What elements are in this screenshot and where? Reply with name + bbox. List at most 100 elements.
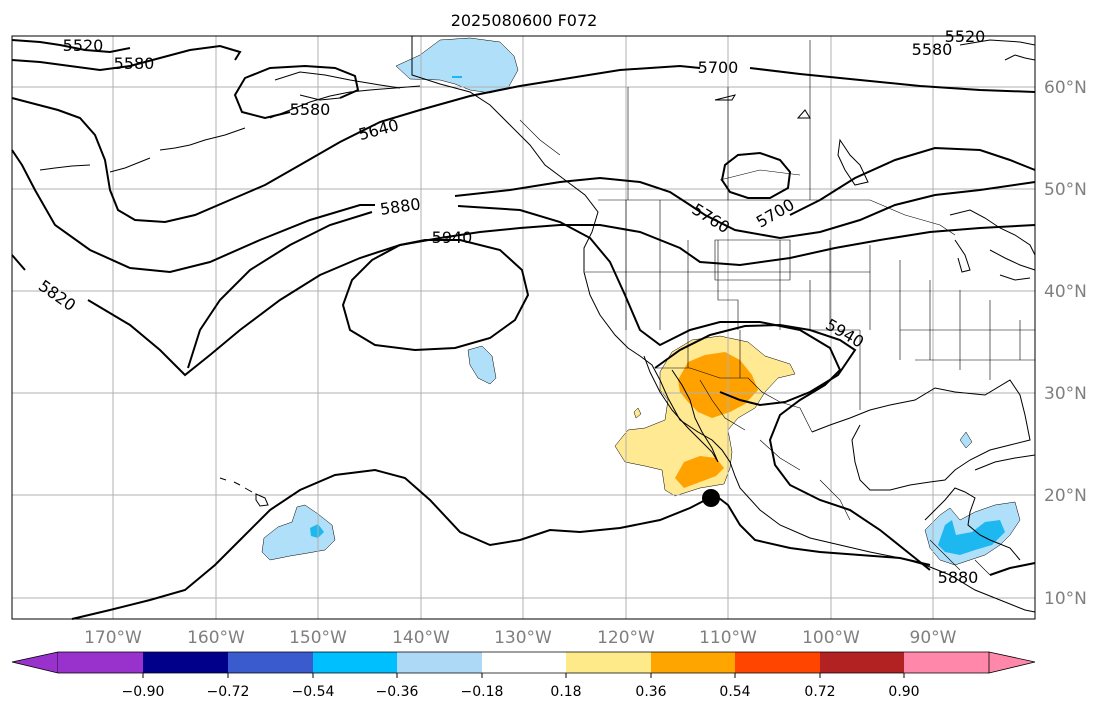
anomaly-shading — [261, 37, 1021, 566]
colorbar-segment — [143, 652, 228, 673]
map-frame — [11, 35, 1036, 620]
colorbar-tick-label: 0.18 — [550, 684, 581, 700]
contour-5880-south — [71, 468, 931, 620]
mexico-states — [699, 379, 851, 521]
colorbar-tick-label: −0.36 — [376, 684, 419, 700]
colorbar-tick-label: 0.54 — [719, 684, 750, 700]
contour-5580-west — [11, 44, 242, 72]
latitude-label: 40°N — [1044, 282, 1087, 302]
alaska-canada-border — [411, 36, 561, 156]
longitude-label: 170°W — [84, 628, 142, 648]
contour-5520-west — [11, 39, 131, 54]
aleutian-islands — [39, 85, 421, 173]
contour-5880-east — [989, 562, 1036, 576]
longitude-label: 110°W — [699, 628, 757, 648]
political-borders — [411, 36, 1035, 576]
longitude-label: 120°W — [597, 628, 655, 648]
longitude-label: 140°W — [392, 628, 450, 648]
contour-5700-canada — [720, 151, 792, 199]
colorbar-segment — [397, 652, 482, 673]
colorbar-segment — [651, 652, 735, 673]
contour-5700-upper — [789, 146, 1036, 216]
longitude-label: 160°W — [187, 628, 245, 648]
colorbar-segment — [58, 652, 143, 673]
us-mexico-border — [655, 367, 813, 433]
contour-label: 5700 — [698, 58, 739, 77]
canada-provinces — [627, 40, 811, 200]
latitude-label: 10°N — [1044, 589, 1087, 609]
latitude-label: 60°N — [1044, 78, 1087, 98]
positive-anomaly-baja-core — [675, 456, 724, 488]
colorbar-segment — [988, 651, 1036, 674]
colorbar-tick-label: 0.90 — [888, 684, 919, 700]
yucatan-coastline — [924, 487, 1021, 561]
longitude-label: 150°W — [289, 628, 347, 648]
map-panel: 5520 5580 5580 5640 5700 5760 5700 5820 … — [11, 27, 1036, 620]
colorbar-segment — [11, 651, 59, 674]
contour-5760 — [11, 149, 1036, 274]
negative-anomaly-hawaii — [261, 504, 336, 561]
contour-5820 — [11, 224, 1036, 377]
positive-anomaly-small — [633, 407, 642, 419]
alaska-peninsula — [274, 71, 401, 101]
colorbar-tick-label: 0.72 — [804, 684, 835, 700]
colorbar-segment — [313, 652, 397, 673]
central-america-borders — [929, 539, 991, 576]
colorbar-tick-label: −0.90 — [122, 684, 165, 700]
cuba-coastline — [974, 454, 1036, 471]
arctic-islands — [714, 39, 1036, 119]
colorbar-segment — [482, 652, 566, 673]
contour-5940-high — [341, 239, 530, 352]
map-gridlines — [12, 36, 1035, 619]
negative-anomaly-hawaii-core — [310, 524, 324, 538]
map-title: 2025080600 F072 — [451, 11, 598, 30]
longitude-label: 130°W — [494, 628, 552, 648]
colorbar: −0.90 −0.72 −0.54 −0.36 −0.18 0.18 0.36 … — [11, 651, 1036, 700]
great-lakes — [949, 209, 1036, 281]
colorbar-tick-label: 0.36 — [635, 684, 666, 700]
storm-center-dot — [702, 489, 720, 507]
colorbar-tick-label: −0.72 — [207, 684, 250, 700]
negative-anomaly-central-america-core — [938, 520, 1005, 555]
north-america-coastline — [411, 36, 1036, 613]
negative-anomaly-gulf — [959, 431, 973, 449]
longitude-labels: 170°W 160°W 150°W 140°W 130°W 120°W 110°… — [84, 628, 957, 648]
contour-label: 5580 — [912, 40, 953, 59]
colorbar-segment — [820, 652, 904, 673]
us-canada-border — [598, 199, 956, 236]
latitude-label: 50°N — [1044, 180, 1087, 200]
colorbar-segment — [228, 652, 313, 673]
longitude-label: 100°W — [802, 628, 860, 648]
contour-label: 5940 — [432, 228, 473, 247]
contour-5880-pacific — [187, 205, 931, 571]
negative-anomaly-pacific — [467, 345, 497, 385]
colorbar-segment — [904, 652, 989, 673]
contour-5580-alaska — [233, 64, 360, 120]
height-contours — [11, 39, 1036, 620]
colorbar-outline — [58, 651, 989, 674]
contour-label: 5520 — [63, 36, 104, 55]
colorbar-tick-label: −0.54 — [292, 684, 335, 700]
colorbar-tick-label: −0.18 — [461, 684, 504, 700]
latitude-labels: 10°N 20°N 30°N 40°N 50°N 60°N — [1044, 78, 1087, 609]
contour-label: 5580 — [114, 54, 155, 73]
hudson-bay-coastline — [837, 138, 869, 186]
gulf-of-mexico-coastline — [811, 379, 1031, 491]
contour-5940-southwest — [654, 323, 857, 407]
colorbar-ticks — [142, 673, 905, 678]
colorbar-segment — [566, 652, 651, 673]
contour-label: 5580 — [290, 100, 331, 119]
longitude-label: 90°W — [910, 628, 957, 648]
contour-5700-north — [749, 67, 1036, 93]
positive-anomaly-southwest-core — [678, 352, 758, 418]
baja-california-coastline — [643, 355, 719, 463]
latitude-label: 20°N — [1044, 486, 1087, 506]
negative-anomaly-alaska-core — [452, 76, 462, 78]
colorbar-segment — [735, 652, 820, 673]
latitude-label: 30°N — [1044, 384, 1087, 404]
hawaii-islands — [219, 477, 269, 507]
contour-label: 5880 — [938, 568, 979, 587]
contour-5640 — [11, 64, 701, 224]
coastlines — [39, 36, 1036, 613]
